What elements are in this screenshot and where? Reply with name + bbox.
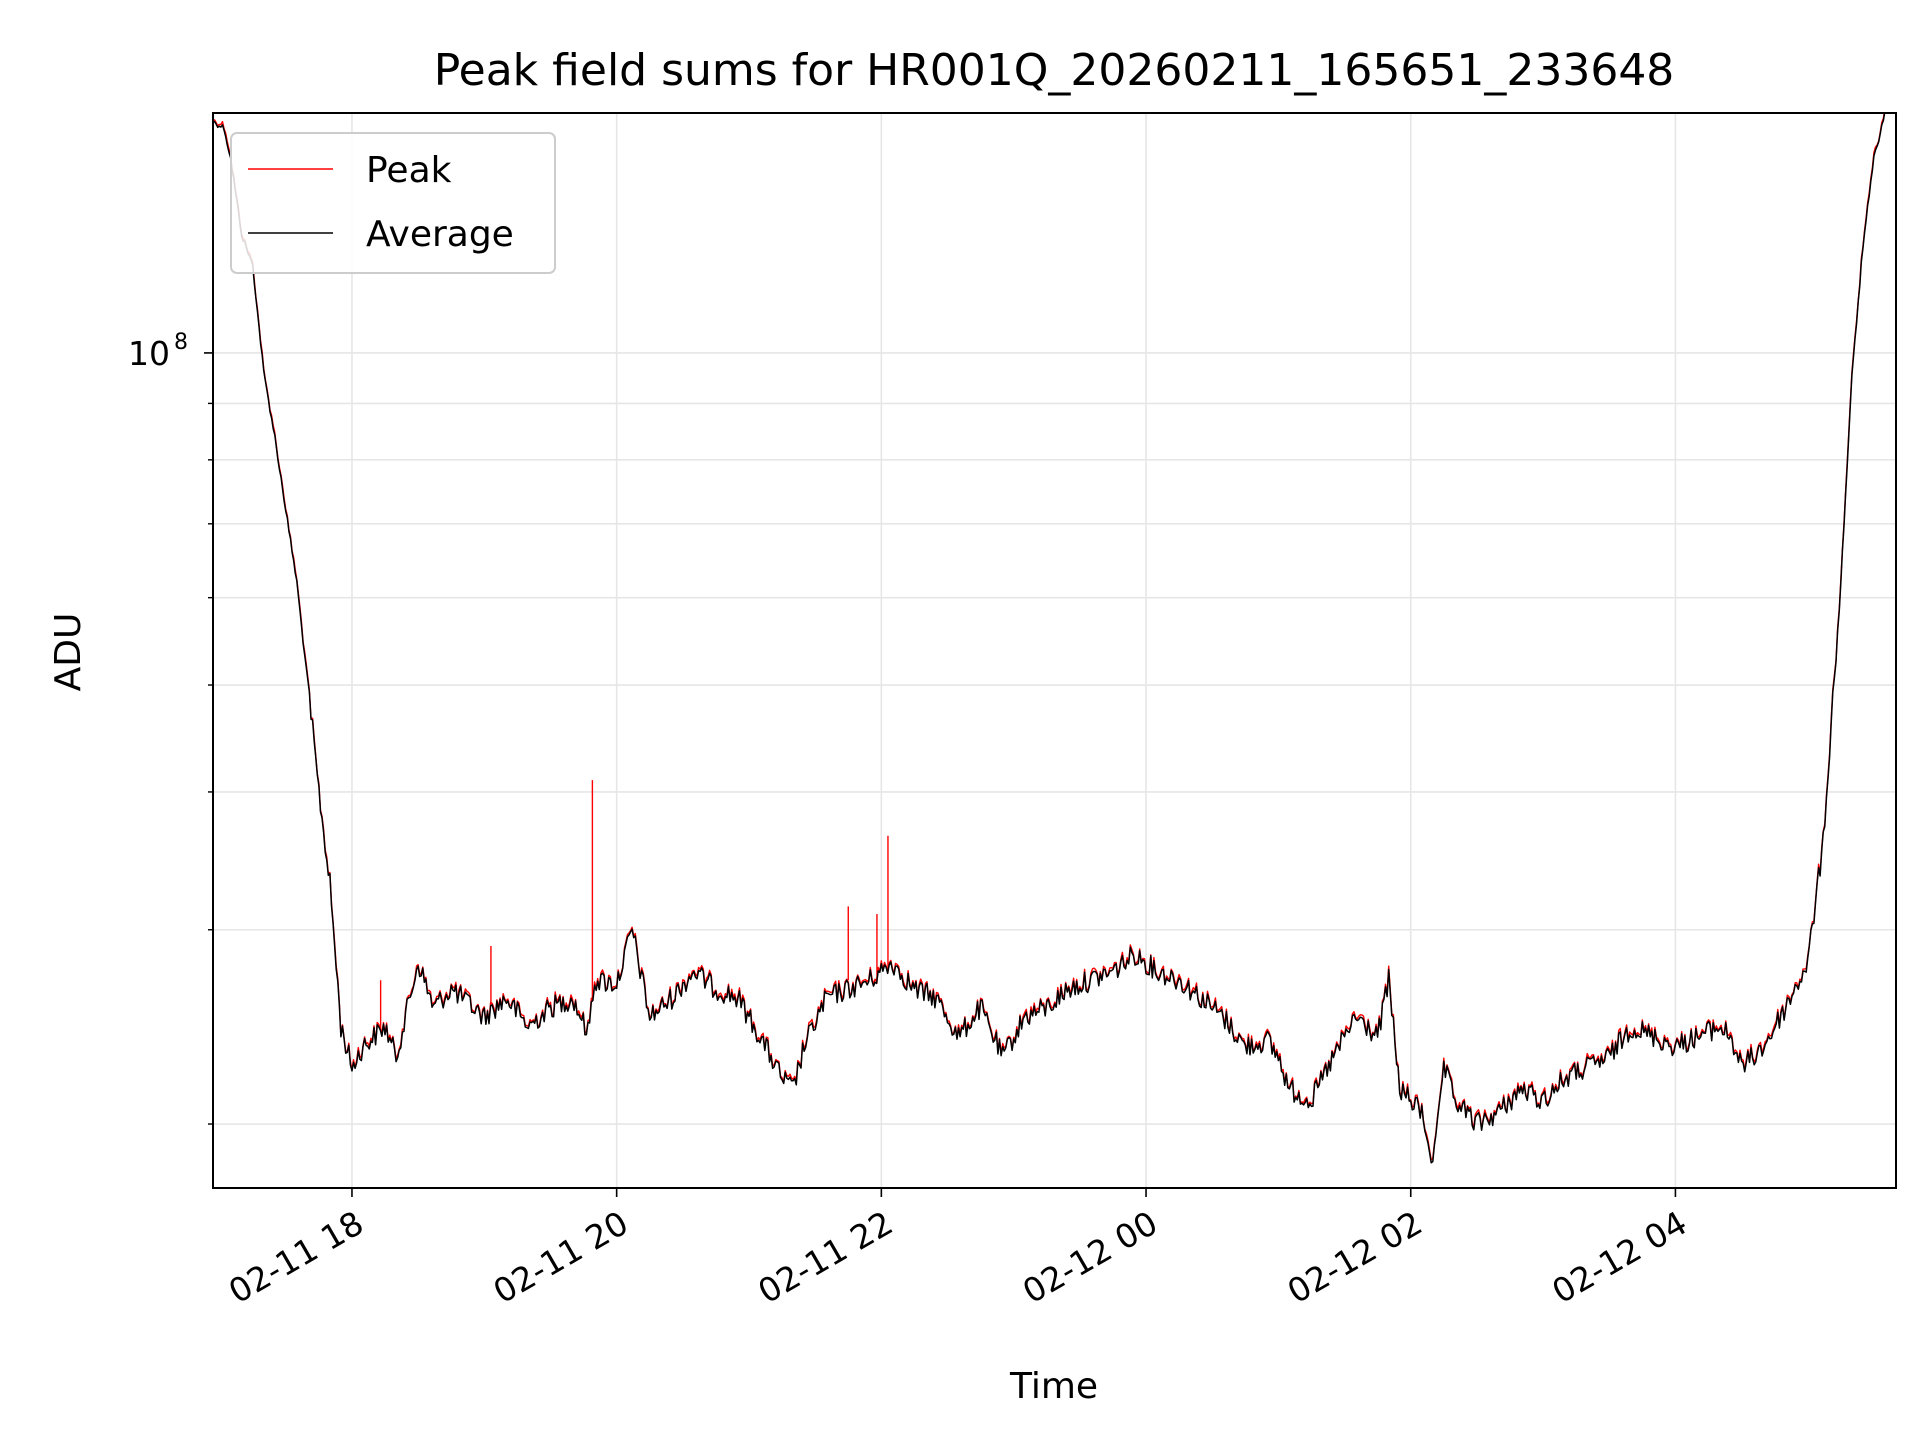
y-tick-exponent: 8	[174, 330, 188, 355]
legend-peak-label: Peak	[366, 150, 452, 191]
x-axis-label: Time	[1009, 1366, 1098, 1407]
series-layer	[213, 113, 1889, 1164]
legend-box	[230, 132, 556, 274]
series-line-average	[213, 113, 1889, 1164]
y-axis-label: ADU	[48, 613, 89, 692]
legend: Peak Average	[230, 132, 556, 274]
series-line-peak	[213, 113, 1885, 1161]
legend-average-label: Average	[366, 214, 514, 255]
plot-frame	[212, 112, 1897, 1189]
chart-title: Peak field sums for HR001Q_20260211_1656…	[434, 45, 1675, 96]
grid-layer	[213, 113, 1896, 1188]
